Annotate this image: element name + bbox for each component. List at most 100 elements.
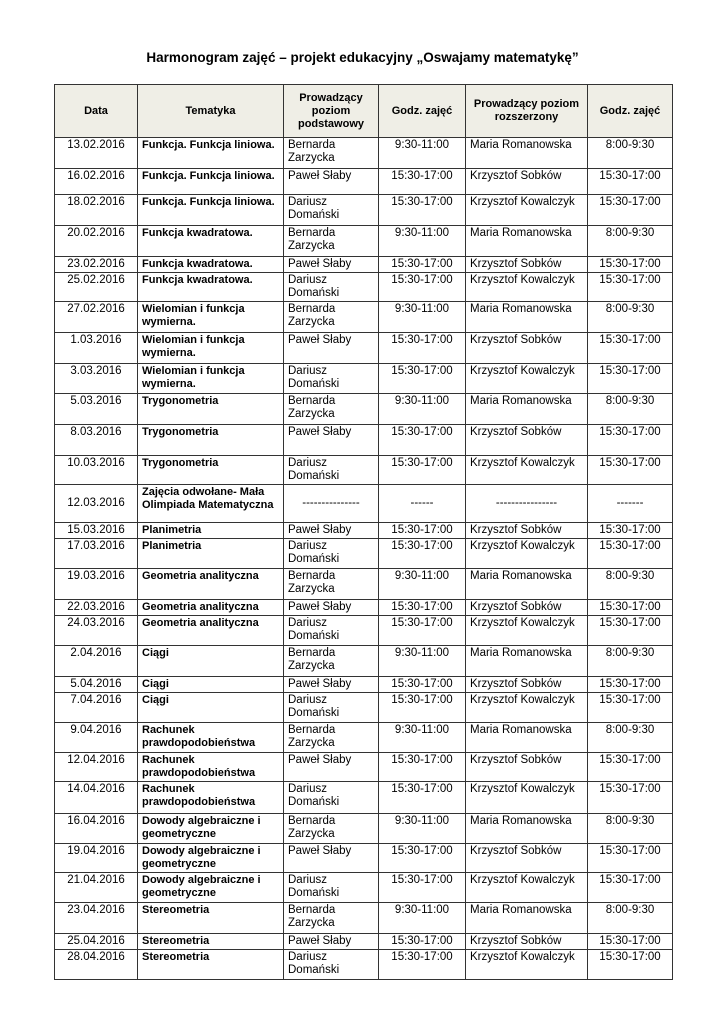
cell-date: 1.03.2016	[54, 332, 138, 364]
table-row: 17.03.2016 Planimetria Dariusz Domański 15:…	[54, 538, 673, 569]
cell-hours-basic: 15:30-17:00	[378, 272, 466, 302]
cell-hours-extended: 15:30-17:00	[587, 455, 673, 485]
cell-teacher-extended: Krzysztof Sobków	[465, 332, 588, 364]
cell-date: 5.03.2016	[54, 393, 138, 425]
cell-teacher-extended: Krzysztof Sobków	[465, 256, 588, 273]
cell-teacher-extended: ----------------	[465, 484, 588, 523]
cell-date: 14.04.2016	[54, 781, 138, 814]
cell-teacher-basic: Dariusz Domański	[283, 538, 379, 569]
cell-teacher-extended: Krzysztof Kowalczyk	[465, 872, 588, 903]
cell-topic: Geometria analityczna	[137, 615, 284, 646]
cell-hours-basic: 15:30-17:00	[378, 676, 466, 693]
table-row: 21.04.2016 Dowody algebraiczne i geometry…	[54, 872, 673, 903]
cell-hours-basic: 15:30-17:00	[378, 752, 466, 782]
cell-teacher-extended: Maria Romanowska	[465, 722, 588, 753]
cell-hours-basic: 9:30-11:00	[378, 137, 466, 169]
cell-topic: Trygonometria	[137, 393, 284, 425]
cell-teacher-basic: Paweł Słaby	[283, 933, 379, 950]
cell-teacher-extended: Krzysztof Sobków	[465, 843, 588, 873]
cell-topic: Funkcja. Funkcja liniowa.	[137, 137, 284, 169]
cell-teacher-basic: Paweł Słaby	[283, 522, 379, 539]
cell-date: 16.04.2016	[54, 813, 138, 844]
table-row: 19.03.2016 Geometria analityczna Bernarda …	[54, 568, 673, 600]
cell-teacher-basic: Paweł Słaby	[283, 599, 379, 616]
cell-hours-basic: 9:30-11:00	[378, 813, 466, 844]
cell-hours-basic: 15:30-17:00	[378, 363, 466, 394]
cell-topic: Stereometria	[137, 949, 284, 980]
table-row: 28.04.2016 Stereometria Dariusz Domański 15…	[54, 949, 673, 980]
cell-hours-extended: 15:30-17:00	[587, 872, 673, 903]
cell-hours-basic: 15:30-17:00	[378, 455, 466, 485]
header-teacher-extended: Prowadzący poziom rozszerzony	[465, 84, 588, 138]
cell-hours-basic: 15:30-17:00	[378, 332, 466, 364]
cell-hours-basic: 15:30-17:00	[378, 194, 466, 226]
cell-hours-extended: 15:30-17:00	[587, 615, 673, 646]
cell-hours-basic: ------	[378, 484, 466, 523]
cell-hours-basic: 15:30-17:00	[378, 843, 466, 873]
cell-teacher-basic: Dariusz Domański	[283, 872, 379, 903]
cell-teacher-extended: Krzysztof Kowalczyk	[465, 363, 588, 394]
table-row: 25.04.2016 Stereometria Paweł Słaby 15:30-1…	[54, 933, 673, 950]
cell-date: 16.02.2016	[54, 168, 138, 195]
cell-hours-extended: 15:30-17:00	[587, 538, 673, 569]
cell-teacher-extended: Krzysztof Sobków	[465, 424, 588, 456]
cell-teacher-basic: Bernarda Zarzycka	[283, 568, 379, 600]
cell-hours-extended: 8:00-9:30	[587, 225, 673, 257]
cell-teacher-extended: Maria Romanowska	[465, 813, 588, 844]
cell-hours-basic: 15:30-17:00	[378, 256, 466, 273]
cell-date: 19.04.2016	[54, 843, 138, 873]
cell-topic: Wielomian i funkcja wymierna.	[137, 301, 284, 333]
table-row: 23.04.2016 Stereometria Bernarda Zarzycka 9…	[54, 902, 673, 934]
cell-topic: Funkcja. Funkcja liniowa.	[137, 168, 284, 195]
document-title: Harmonogram zajęć – projekt edukacyjny „…	[146, 50, 579, 65]
cell-teacher-basic: Paweł Słaby	[283, 424, 379, 456]
cell-teacher-basic: ---------------	[283, 484, 379, 523]
cell-date: 28.04.2016	[54, 949, 138, 980]
cell-teacher-basic: Paweł Słaby	[283, 168, 379, 195]
cell-date: 17.03.2016	[54, 538, 138, 569]
table-row: 5.03.2016 Trygonometria Bernarda Zarzycka 9…	[54, 393, 673, 425]
cell-teacher-basic: Bernarda Zarzycka	[283, 902, 379, 934]
cell-hours-extended: 8:00-9:30	[587, 301, 673, 333]
cell-date: 27.02.2016	[54, 301, 138, 333]
cell-hours-basic: 15:30-17:00	[378, 781, 466, 814]
header-hours-extended: Godz. zajęć	[587, 84, 673, 138]
table-row: 16.02.2016 Funkcja. Funkcja liniowa. Paweł…	[54, 168, 673, 195]
cell-date: 25.04.2016	[54, 933, 138, 950]
cell-teacher-basic: Bernarda Zarzycka	[283, 393, 379, 425]
table-row: 19.04.2016 Dowody algebraiczne i geometry…	[54, 843, 673, 873]
cell-topic: Trygonometria	[137, 424, 284, 456]
cell-hours-basic: 9:30-11:00	[378, 301, 466, 333]
cell-topic: Stereometria	[137, 933, 284, 950]
cell-hours-extended: 8:00-9:30	[587, 722, 673, 753]
cell-hours-basic: 9:30-11:00	[378, 902, 466, 934]
table-row: 10.03.2016 Trygonometria Dariusz Domański 1…	[54, 455, 673, 485]
cell-hours-extended: 15:30-17:00	[587, 168, 673, 195]
header-topic: Tematyka	[137, 84, 284, 138]
cell-teacher-basic: Bernarda Zarzycka	[283, 301, 379, 333]
header-teacher-basic: Prowadzący poziom podstawowy	[283, 84, 379, 138]
cell-teacher-basic: Dariusz Domański	[283, 781, 379, 814]
cell-hours-extended: 8:00-9:30	[587, 902, 673, 934]
cell-date: 15.03.2016	[54, 522, 138, 539]
cell-hours-extended: 15:30-17:00	[587, 522, 673, 539]
table-row: 27.02.2016 Wielomian i funkcja wymierna. B…	[54, 301, 673, 333]
cell-teacher-extended: Krzysztof Sobków	[465, 522, 588, 539]
cell-teacher-extended: Krzysztof Kowalczyk	[465, 272, 588, 302]
table-row: 1.03.2016 Wielomian i funkcja wymierna. Pa…	[54, 332, 673, 364]
cell-date: 22.03.2016	[54, 599, 138, 616]
cell-teacher-extended: Maria Romanowska	[465, 301, 588, 333]
cell-teacher-basic: Paweł Słaby	[283, 843, 379, 873]
cell-date: 18.02.2016	[54, 194, 138, 226]
cell-topic: Zajęcia odwołane- Mała Olimpiada Matemat…	[137, 484, 284, 523]
table-row: 15.03.2016 Planimetria Paweł Słaby 15:30-17…	[54, 522, 673, 539]
table-row: 16.04.2016 Dowody algebraiczne i geometry…	[54, 813, 673, 844]
cell-hours-extended: 15:30-17:00	[587, 256, 673, 273]
cell-teacher-basic: Dariusz Domański	[283, 363, 379, 394]
cell-hours-extended: 15:30-17:00	[587, 194, 673, 226]
cell-hours-extended: 8:00-9:30	[587, 645, 673, 677]
cell-hours-basic: 9:30-11:00	[378, 393, 466, 425]
cell-hours-basic: 15:30-17:00	[378, 599, 466, 616]
cell-hours-extended: 15:30-17:00	[587, 949, 673, 980]
table-row: 18.02.2016 Funkcja. Funkcja liniowa. Dariu…	[54, 194, 673, 226]
